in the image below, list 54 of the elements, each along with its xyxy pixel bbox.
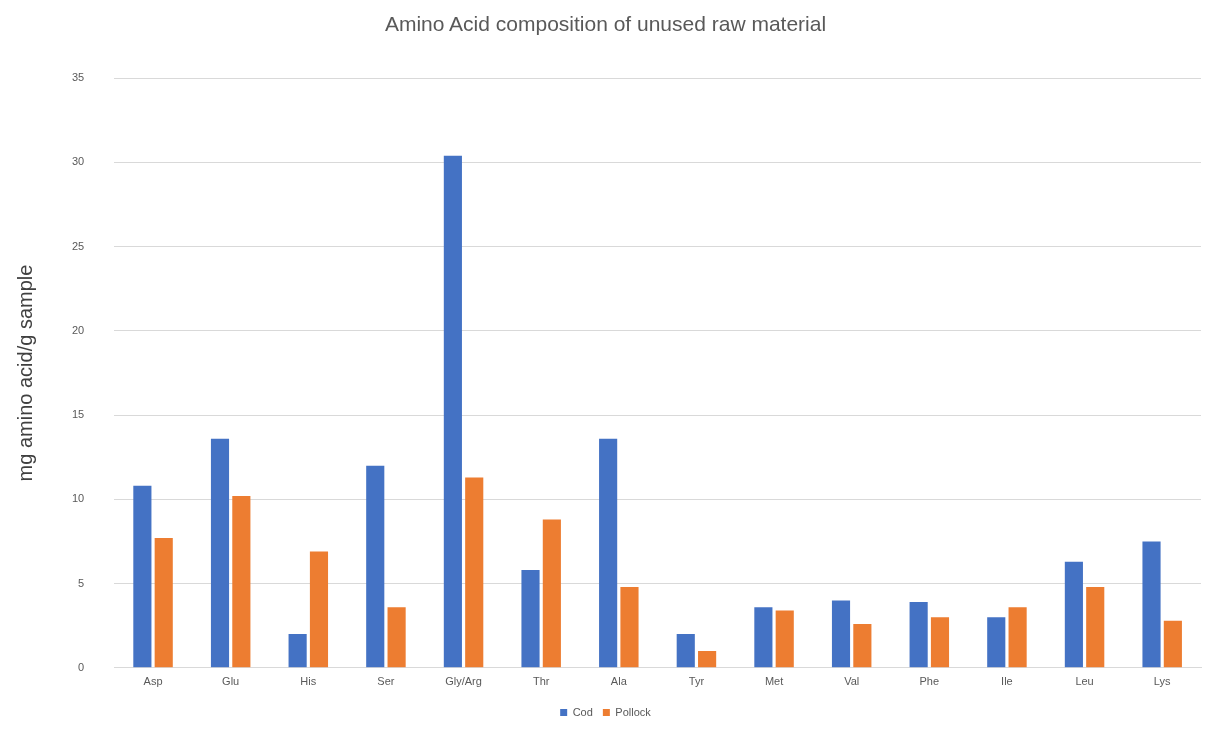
bar xyxy=(232,495,251,668)
x-tick-label: Asp xyxy=(143,675,163,688)
bar xyxy=(987,617,1006,668)
bar xyxy=(210,438,230,668)
bar xyxy=(1142,541,1161,668)
bar xyxy=(542,519,561,668)
y-tick-label: 25 xyxy=(71,239,85,252)
bar xyxy=(521,570,540,668)
bar xyxy=(930,617,950,668)
x-tick-label: Gly/Arg xyxy=(445,675,482,688)
bar xyxy=(309,551,329,668)
y-axis-title: mg amino acid/g sample xyxy=(13,264,36,482)
chart-title: Amino Acid composition of unused raw material xyxy=(384,12,827,36)
x-tick-label: Val xyxy=(844,675,860,688)
x-tick-label: Glu xyxy=(222,675,240,688)
bar xyxy=(154,538,173,668)
x-tick-label: Ser xyxy=(377,675,395,688)
bar xyxy=(465,477,484,668)
y-tick-label: 35 xyxy=(71,71,85,84)
bar xyxy=(909,602,928,668)
x-tick-label: Tyr xyxy=(688,675,705,688)
x-tick-label: Phe xyxy=(919,675,940,688)
bar xyxy=(775,610,794,668)
y-tick-label: 20 xyxy=(71,323,85,336)
y-tick-label: 15 xyxy=(71,408,85,421)
bar xyxy=(387,607,406,668)
y-tick-label: 10 xyxy=(71,492,85,505)
legend-label: Cod xyxy=(572,705,593,718)
x-tick-label: Thr xyxy=(532,675,550,688)
bar xyxy=(1086,586,1105,668)
bar xyxy=(366,465,385,668)
bar xyxy=(443,155,462,668)
bar xyxy=(620,586,639,668)
x-tick-label: Ile xyxy=(1001,675,1013,688)
bar xyxy=(1064,561,1083,668)
y-tick-label: 0 xyxy=(78,660,85,673)
bar xyxy=(599,438,618,668)
y-tick-label: 30 xyxy=(71,155,85,168)
x-tick-label: His xyxy=(300,675,317,688)
bar xyxy=(754,607,773,668)
bar xyxy=(698,650,717,668)
bar xyxy=(1163,620,1182,668)
bar xyxy=(1008,607,1027,668)
x-tick-label: Lys xyxy=(1153,675,1172,688)
bar xyxy=(831,600,851,668)
y-tick-label: 5 xyxy=(78,576,85,589)
x-tick-label: Leu xyxy=(1075,675,1094,688)
bar xyxy=(288,634,307,668)
bar xyxy=(853,624,872,668)
x-tick-label: Ala xyxy=(610,675,628,688)
legend-label: Pollock xyxy=(615,705,652,718)
x-tick-label: Met xyxy=(764,675,784,688)
bar xyxy=(676,634,695,668)
bar xyxy=(133,485,152,668)
